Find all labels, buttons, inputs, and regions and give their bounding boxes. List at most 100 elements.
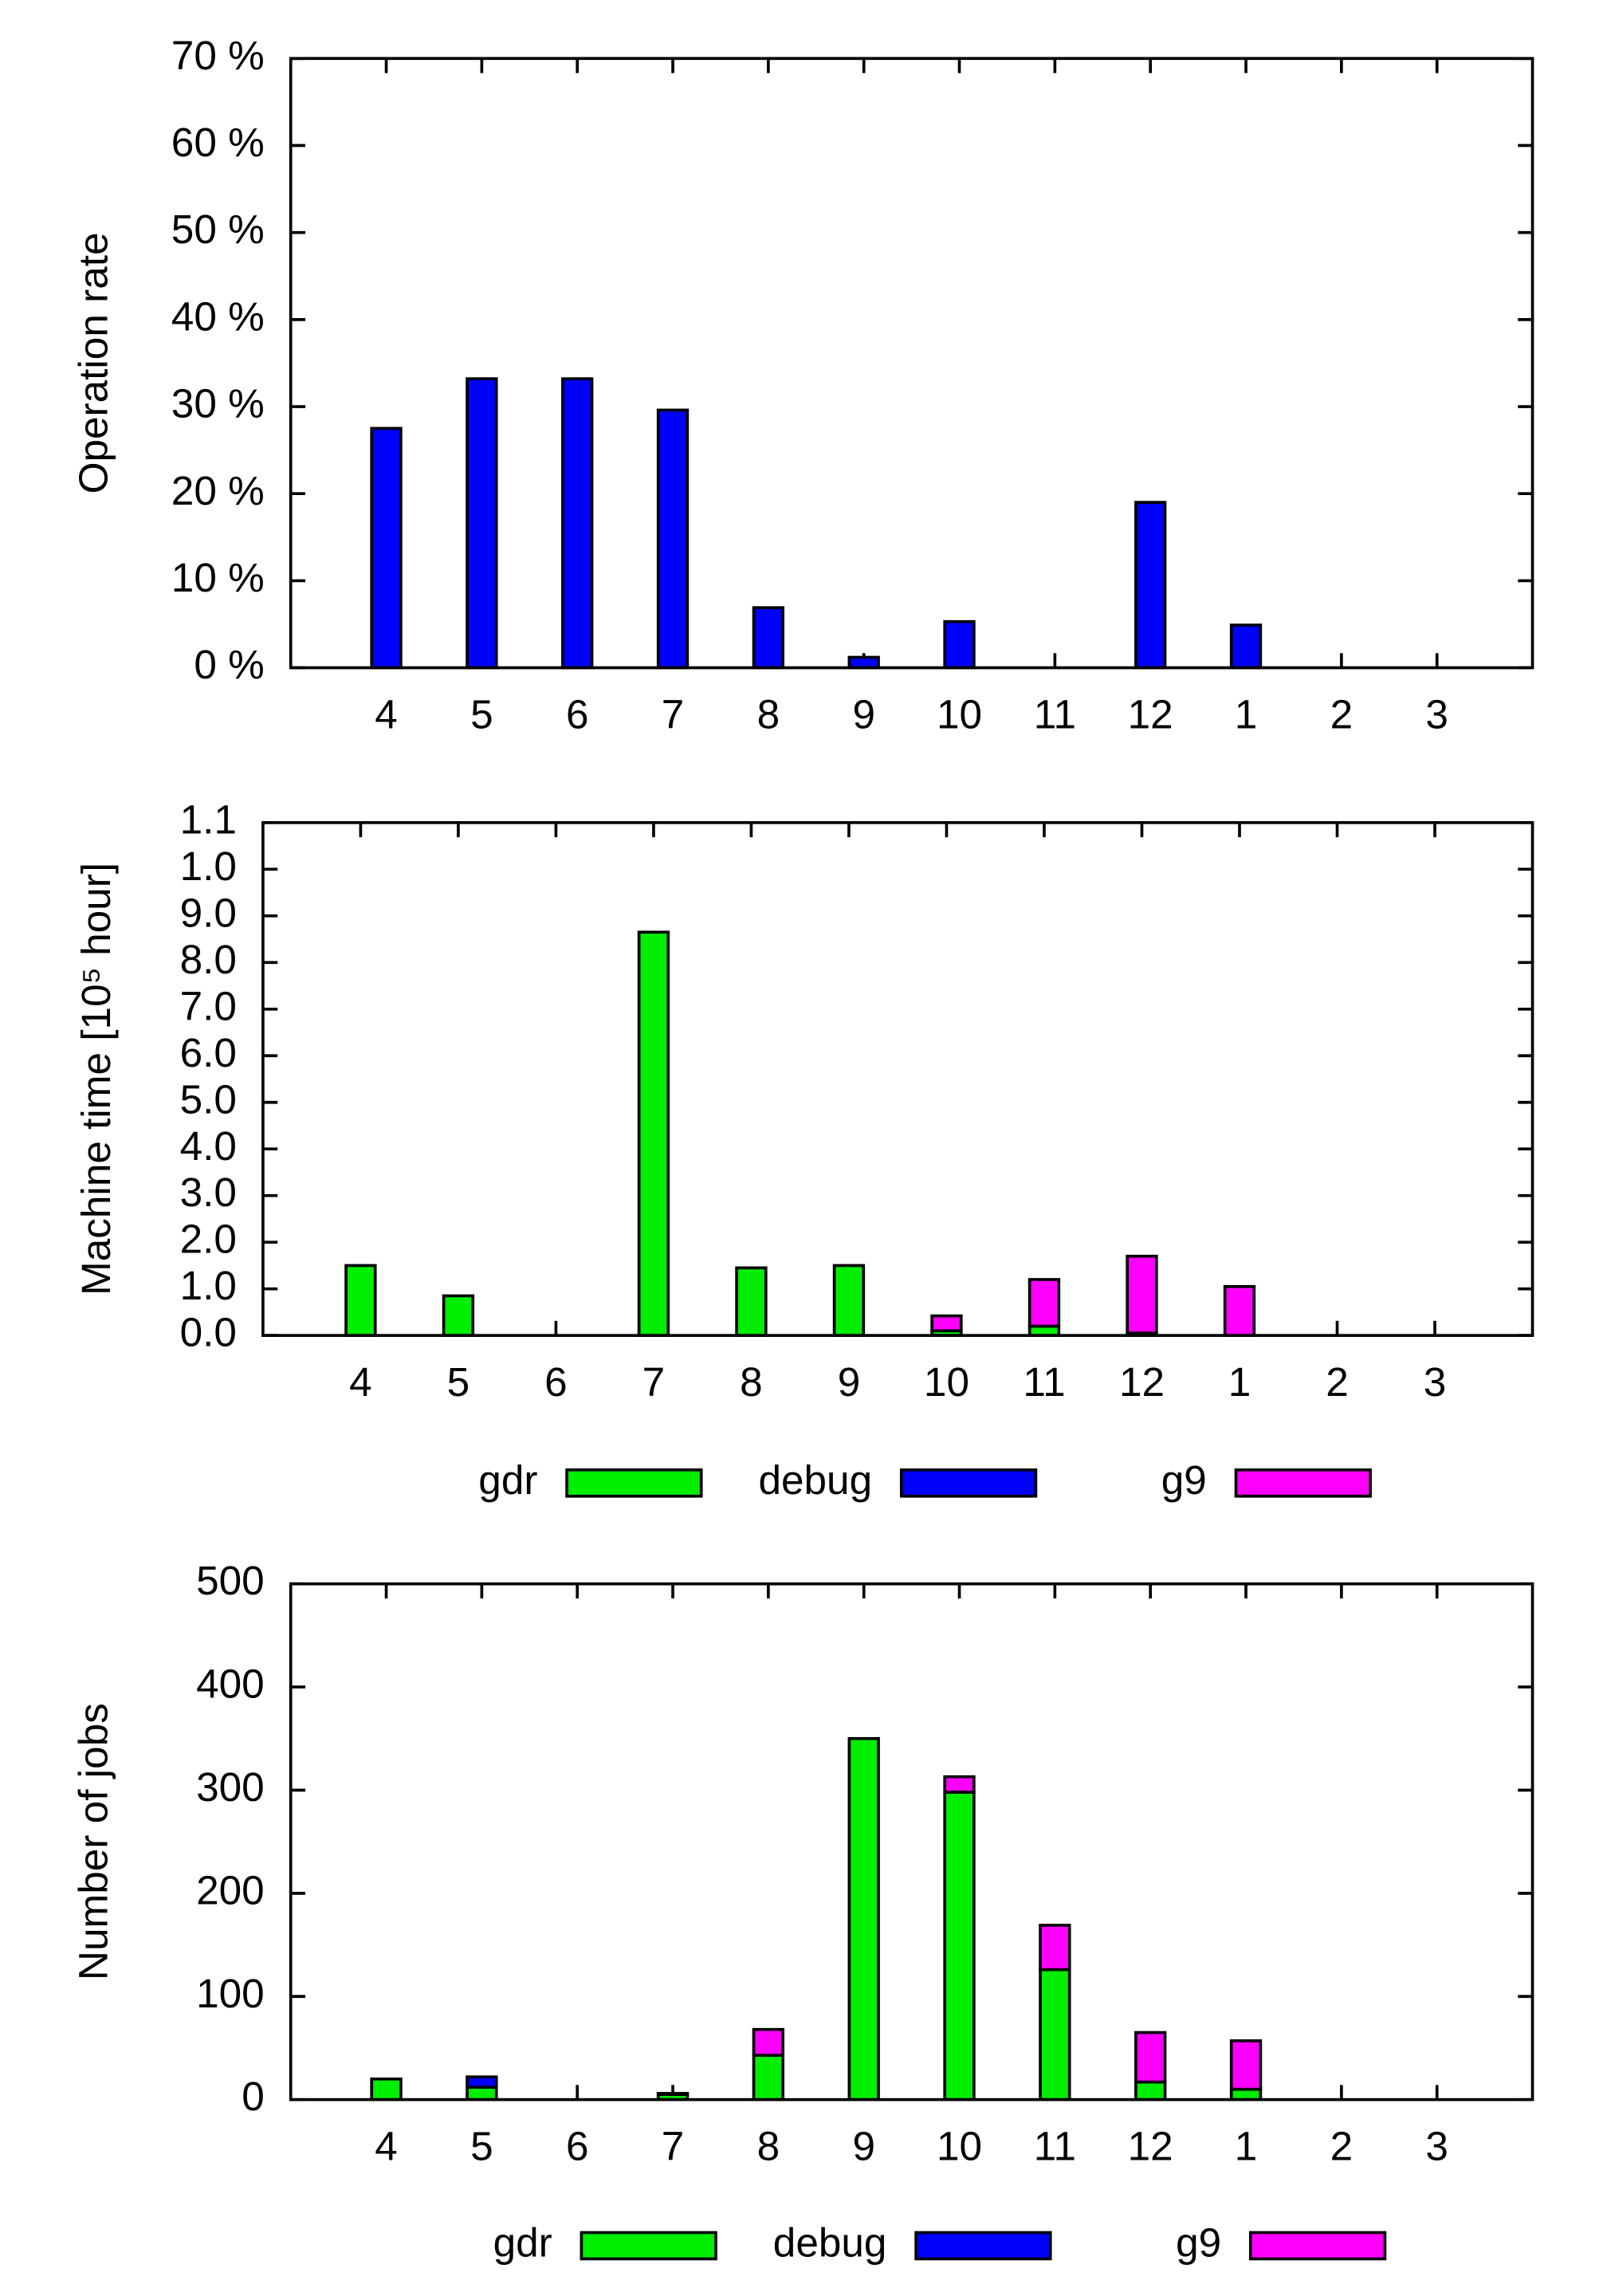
x-tick-label: 2	[1326, 1359, 1349, 1405]
bar-segment	[1126, 1254, 1158, 1335]
y-tick-label: 4.0	[180, 1123, 237, 1169]
bar-segment	[752, 2027, 785, 2057]
y-tick-label: 100	[196, 1971, 265, 2016]
x-tick-label: 8	[757, 2124, 780, 2169]
x-tick-label: 9	[838, 1359, 861, 1405]
y-tick-label: 1.0	[180, 843, 237, 889]
bar	[752, 606, 785, 670]
bar-segment	[1134, 2080, 1167, 2101]
legend-label: debug	[773, 2219, 887, 2265]
x-tick-label: 5	[447, 1359, 470, 1405]
legend-swatch	[914, 2231, 1052, 2261]
x-tick-label: 11	[1034, 2124, 1076, 2169]
x-tick-label: 8	[740, 1359, 763, 1405]
plot-frame	[261, 821, 1534, 1337]
y-tick-label: 10 %	[171, 555, 265, 600]
x-tick-label: 4	[349, 1359, 372, 1405]
bar-segment	[847, 1736, 880, 2101]
bar-segment	[943, 1791, 976, 2101]
x-tick-label: 7	[662, 691, 685, 737]
legend-label: g9	[1176, 2219, 1221, 2265]
x-tick-label: 9	[852, 691, 875, 737]
legend-swatch	[1234, 1468, 1372, 1498]
x-tick-label: 11	[1034, 691, 1076, 737]
bar-segment	[832, 1264, 866, 1337]
bar-segment	[1039, 1968, 1071, 2101]
y-axis-label: Operation rate	[71, 232, 116, 493]
x-tick-label: 10	[924, 1359, 969, 1405]
y-axis-label: Number of jobs	[71, 1703, 116, 1980]
bar	[656, 408, 690, 670]
bar-segment	[442, 1294, 475, 1337]
bar-segment	[637, 930, 670, 1337]
y-tick-label: 400	[196, 1661, 265, 1707]
y-tick-label: 50 %	[171, 206, 265, 252]
legend-label: g9	[1161, 1457, 1207, 1503]
bar-segment	[370, 2077, 403, 2101]
bar-segment	[1223, 1284, 1256, 1337]
bar	[561, 377, 594, 670]
y-tick-label: 6.0	[180, 1030, 237, 1075]
y-tick-label: 2.0	[180, 1217, 237, 1262]
bar	[370, 427, 403, 670]
bar-segment	[1134, 2031, 1167, 2084]
legend-label: gdr	[478, 1457, 537, 1503]
x-tick-label: 5	[470, 691, 493, 737]
legend-swatch	[1248, 2231, 1387, 2261]
bar-segment	[930, 1314, 963, 1333]
x-tick-label: 12	[1128, 691, 1173, 737]
y-tick-label: 20 %	[171, 468, 265, 513]
x-tick-label: 6	[566, 691, 589, 737]
y-tick-label: 1.0	[180, 1263, 237, 1308]
x-tick-label: 2	[1330, 691, 1354, 737]
x-tick-label: 2	[1330, 2124, 1354, 2169]
y-tick-label: 300	[196, 1764, 265, 1810]
y-tick-label: 3.0	[180, 1170, 237, 1215]
bar	[943, 619, 976, 670]
y-tick-label: 8.0	[180, 937, 237, 982]
x-tick-label: 3	[1425, 691, 1448, 737]
x-tick-label: 4	[375, 691, 398, 737]
bar-segment	[735, 1266, 768, 1337]
x-tick-label: 3	[1424, 1359, 1447, 1405]
bar	[847, 655, 880, 670]
bar-segment	[466, 2075, 498, 2089]
legend-swatch	[580, 2231, 717, 2261]
legend-swatch	[899, 1468, 1038, 1498]
bar-segment	[1229, 2087, 1263, 2101]
x-tick-label: 4	[375, 2124, 398, 2169]
y-tick-label: 200	[196, 1867, 265, 1913]
legend-label: gdr	[493, 2219, 552, 2265]
bar	[1229, 623, 1263, 670]
bar-segment	[1229, 2039, 1263, 2091]
y-tick-label: 30 %	[171, 381, 265, 427]
plot-frame	[289, 57, 1534, 670]
y-tick-label: 0 %	[194, 642, 264, 687]
x-tick-label: 8	[757, 691, 780, 737]
y-tick-label: 60 %	[171, 120, 265, 165]
y-tick-label: 5.0	[180, 1076, 237, 1122]
x-tick-label: 7	[662, 2124, 685, 2169]
x-tick-label: 9	[852, 2124, 875, 2169]
bar	[1134, 501, 1167, 670]
x-tick-label: 6	[566, 2124, 589, 2169]
x-tick-label: 1	[1235, 2124, 1258, 2169]
y-tick-label: 9.0	[180, 890, 237, 935]
x-tick-label: 10	[937, 691, 982, 737]
legend-swatch	[565, 1468, 703, 1498]
x-tick-label: 3	[1425, 2124, 1448, 2169]
y-tick-label: 500	[196, 1558, 265, 1603]
y-tick-label: 70 %	[171, 33, 265, 78]
x-tick-label: 10	[937, 2124, 982, 2169]
plot-frame	[289, 1582, 1534, 2101]
x-tick-label: 6	[544, 1359, 568, 1405]
legend-label: debug	[758, 1457, 872, 1503]
x-tick-label: 12	[1128, 2124, 1173, 2169]
y-tick-label: 7.0	[180, 983, 237, 1028]
bar-segment	[752, 2054, 785, 2101]
y-tick-label: 1.1	[180, 796, 237, 842]
x-tick-label: 5	[470, 2124, 493, 2169]
bar-segment	[1027, 1278, 1061, 1328]
